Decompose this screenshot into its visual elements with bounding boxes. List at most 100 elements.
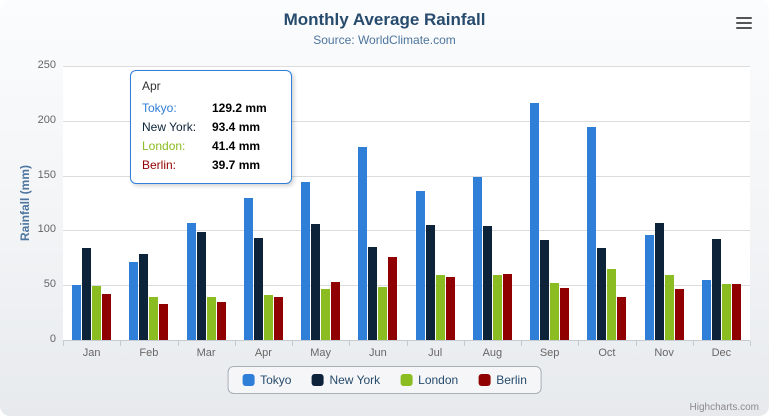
plot-area bbox=[63, 66, 750, 341]
bar-new-york[interactable] bbox=[196, 232, 206, 340]
bar-new-york[interactable] bbox=[597, 248, 607, 340]
gridline bbox=[63, 230, 750, 232]
legend: Tokyo New York London Berlin bbox=[227, 366, 542, 394]
legend-item-berlin[interactable]: Berlin bbox=[478, 373, 527, 387]
bar-london[interactable] bbox=[607, 268, 617, 340]
x-axis-label: Oct bbox=[598, 347, 616, 359]
x-axis-tick bbox=[292, 341, 293, 346]
bar-berlin[interactable] bbox=[102, 293, 112, 340]
bar-new-york[interactable] bbox=[482, 225, 492, 340]
bar-berlin[interactable] bbox=[216, 302, 226, 340]
bar-new-york[interactable] bbox=[82, 248, 92, 340]
legend-swatch-london bbox=[400, 374, 413, 386]
bar-london[interactable] bbox=[378, 287, 388, 340]
bar-tokyo[interactable] bbox=[701, 280, 711, 340]
export-menu-button[interactable] bbox=[731, 12, 757, 34]
tooltip: Apr Tokyo: 129.2 mm New York: 93.4 mm London… bbox=[130, 70, 292, 184]
tooltip-series-value: 39.7 mm bbox=[212, 158, 261, 172]
x-axis-tick bbox=[120, 341, 122, 346]
bar-berlin[interactable] bbox=[388, 257, 398, 340]
bar-berlin[interactable] bbox=[731, 284, 741, 340]
legend-label: New York bbox=[329, 373, 381, 387]
bar-new-york[interactable] bbox=[711, 238, 721, 340]
x-axis-label: Nov bbox=[654, 347, 674, 359]
legend-swatch-tokyo bbox=[242, 374, 255, 386]
legend-item-london[interactable]: London bbox=[400, 373, 458, 387]
bar-tokyo[interactable] bbox=[472, 177, 482, 340]
legend-swatch-berlin bbox=[478, 374, 491, 386]
x-axis-tick bbox=[521, 341, 522, 346]
x-axis-label: Jun bbox=[369, 347, 387, 359]
bar-london[interactable] bbox=[664, 275, 674, 340]
bar-london[interactable] bbox=[149, 297, 159, 340]
gridline bbox=[63, 285, 750, 287]
x-axis-tick bbox=[692, 341, 694, 346]
x-axis-label: May bbox=[310, 347, 332, 359]
x-axis-tick bbox=[406, 341, 408, 346]
bar-tokyo[interactable] bbox=[72, 285, 82, 340]
gridline bbox=[63, 66, 750, 67]
bar-berlin[interactable] bbox=[674, 288, 684, 340]
legend-label: London bbox=[418, 373, 459, 387]
x-axis-tick bbox=[635, 341, 637, 346]
tooltip-row: Tokyo: 129.2 mm bbox=[142, 99, 280, 118]
bar-london[interactable] bbox=[321, 288, 331, 340]
bar-berlin[interactable] bbox=[502, 273, 512, 340]
legend-item-new-york[interactable]: New York bbox=[311, 373, 380, 387]
bar-tokyo[interactable] bbox=[358, 147, 368, 340]
bar-berlin[interactable] bbox=[159, 303, 169, 340]
bar-berlin[interactable] bbox=[617, 297, 627, 340]
y-axis-label: 100 bbox=[37, 223, 56, 236]
tooltip-series-name: Berlin: bbox=[142, 158, 177, 172]
bar-berlin[interactable] bbox=[331, 282, 341, 340]
x-axis-tick bbox=[63, 341, 64, 346]
x-axis-label: Jul bbox=[428, 347, 443, 359]
bar-london[interactable] bbox=[492, 274, 502, 340]
tooltip-series-name: Tokyo: bbox=[142, 101, 177, 115]
x-axis-tick bbox=[177, 341, 179, 346]
bar-tokyo[interactable] bbox=[530, 102, 540, 340]
bar-london[interactable] bbox=[92, 286, 102, 340]
legend-item-tokyo[interactable]: Tokyo bbox=[242, 373, 291, 387]
chart-subtitle: Source: WorldClimate.com bbox=[313, 33, 456, 47]
bar-new-york[interactable] bbox=[540, 240, 550, 340]
gridline bbox=[63, 175, 750, 177]
bar-new-york[interactable] bbox=[139, 253, 149, 340]
bar-london[interactable] bbox=[550, 282, 560, 340]
hamburger-icon bbox=[733, 17, 755, 29]
legend-label: Berlin bbox=[496, 373, 527, 387]
bar-london[interactable] bbox=[435, 275, 445, 340]
bar-tokyo[interactable] bbox=[587, 127, 597, 340]
y-axis-label: 250 bbox=[37, 59, 56, 71]
bar-tokyo[interactable] bbox=[644, 235, 654, 340]
bar-tokyo[interactable] bbox=[301, 182, 311, 340]
tooltip-series-name: New York: bbox=[142, 120, 197, 134]
x-axis-tick bbox=[750, 341, 751, 346]
bar-london[interactable] bbox=[206, 296, 216, 340]
bar-berlin[interactable] bbox=[445, 277, 455, 340]
bar-new-york[interactable] bbox=[311, 223, 321, 340]
tooltip-series-value: 129.2 mm bbox=[212, 101, 267, 115]
tooltip-series-value: 41.4 mm bbox=[212, 139, 261, 153]
tooltip-rows: Tokyo: 129.2 mm New York: 93.4 mm London: 41.… bbox=[142, 99, 280, 175]
bar-london[interactable] bbox=[721, 283, 731, 340]
credits-link[interactable]: Highcharts.com bbox=[689, 402, 759, 413]
bar-new-york[interactable] bbox=[368, 247, 378, 340]
bar-new-york[interactable] bbox=[654, 223, 664, 340]
bar-berlin[interactable] bbox=[273, 296, 283, 340]
y-axis-label: 150 bbox=[37, 168, 56, 181]
bar-berlin[interactable] bbox=[560, 287, 570, 340]
gridline bbox=[63, 120, 750, 122]
bar-new-york[interactable] bbox=[425, 224, 435, 340]
bar-tokyo[interactable] bbox=[415, 191, 425, 340]
bar-new-york[interactable] bbox=[253, 237, 263, 340]
chart-title: Monthly Average Rainfall bbox=[283, 10, 486, 29]
tooltip-series-name: London: bbox=[142, 139, 186, 153]
bar-london[interactable] bbox=[263, 294, 273, 340]
x-axis-label: Sep bbox=[539, 347, 560, 359]
x-axis-tick bbox=[349, 341, 351, 346]
bar-tokyo[interactable] bbox=[186, 223, 196, 340]
bar-tokyo[interactable] bbox=[243, 198, 253, 340]
bar-tokyo[interactable] bbox=[129, 261, 139, 340]
